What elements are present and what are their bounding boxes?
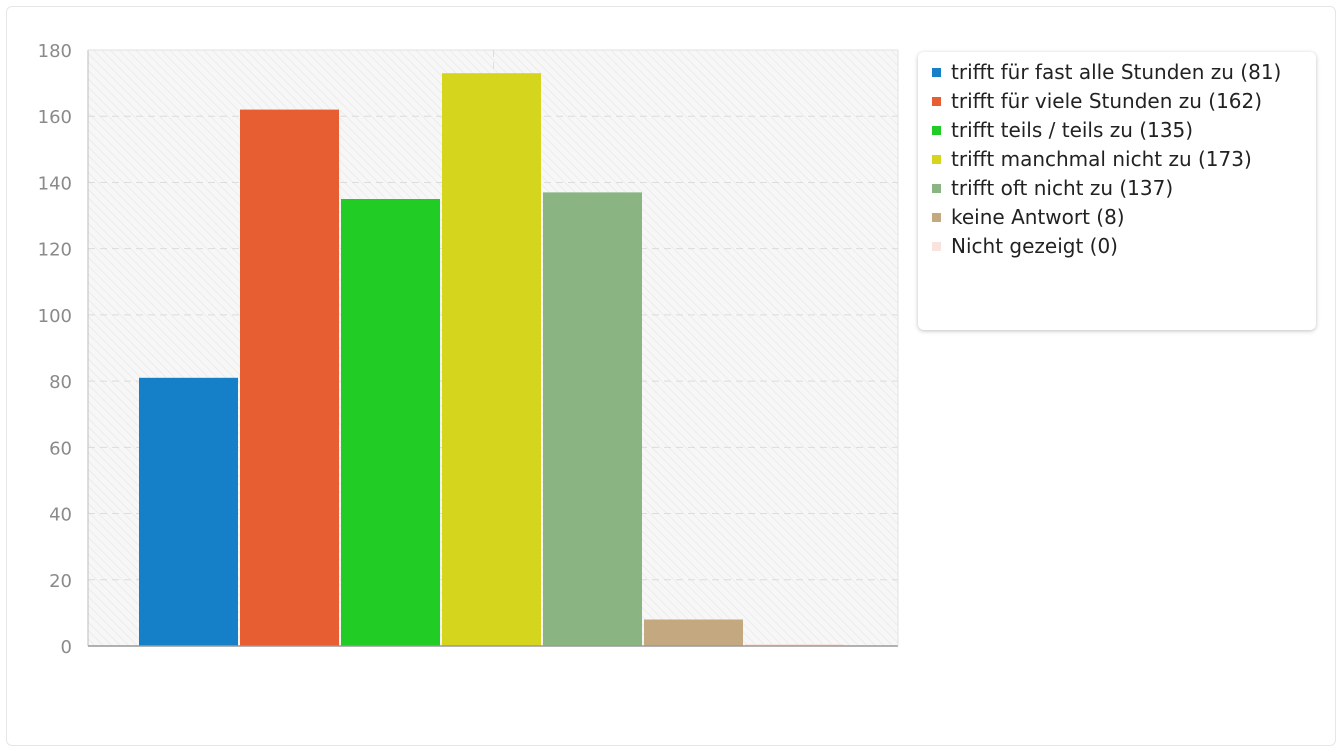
- bar[interactable]: [139, 377, 238, 646]
- legend-swatch-6: [932, 242, 941, 251]
- y-tick-label: 120: [38, 240, 72, 261]
- y-tick-label: 140: [38, 173, 72, 194]
- legend-label: trifft oft nicht zu (137): [951, 176, 1174, 200]
- legend: trifft für fast alle Stunden zu (81) tri…: [918, 52, 1316, 330]
- y-tick-label: 180: [38, 41, 72, 62]
- y-axis-tick-labels: 0 20 40 60 80 100 120 140 160 180: [38, 41, 72, 658]
- bar[interactable]: [240, 109, 339, 647]
- legend-item[interactable]: trifft für viele Stunden zu (162): [932, 87, 1316, 116]
- bar[interactable]: [745, 644, 844, 646]
- legend-label: trifft für viele Stunden zu (162): [951, 89, 1263, 113]
- legend-item[interactable]: keine Antwort (8): [932, 203, 1316, 232]
- y-tick-label: 60: [49, 438, 72, 459]
- y-tick-label: 20: [49, 571, 72, 592]
- bar[interactable]: [644, 619, 743, 646]
- legend-swatch-1: [932, 97, 941, 106]
- bar[interactable]: [543, 192, 642, 646]
- y-tick-label: 0: [61, 637, 72, 658]
- bars: [139, 73, 844, 647]
- legend-swatch-4: [932, 184, 941, 193]
- bar[interactable]: [442, 73, 541, 646]
- legend-item[interactable]: trifft teils / teils zu (135): [932, 116, 1316, 145]
- legend-item[interactable]: trifft manchmal nicht zu (173): [932, 145, 1316, 174]
- y-tick-label: 100: [38, 306, 72, 327]
- y-tick-label: 80: [49, 372, 72, 393]
- legend-swatch-2: [932, 126, 941, 135]
- legend-swatch-3: [932, 155, 941, 164]
- legend-item[interactable]: trifft oft nicht zu (137): [932, 174, 1316, 203]
- legend-swatch-0: [932, 68, 941, 77]
- legend-label: Nicht gezeigt (0): [951, 234, 1118, 258]
- legend-label: keine Antwort (8): [951, 205, 1125, 229]
- legend-item[interactable]: trifft für fast alle Stunden zu (81): [932, 58, 1316, 87]
- legend-item[interactable]: Nicht gezeigt (0): [932, 232, 1316, 261]
- legend-swatch-5: [932, 213, 941, 222]
- bar[interactable]: [341, 199, 440, 646]
- y-tick-label: 40: [49, 505, 72, 526]
- legend-label: trifft teils / teils zu (135): [951, 118, 1194, 142]
- legend-label: trifft für fast alle Stunden zu (81): [951, 60, 1282, 84]
- axes: [87, 49, 899, 647]
- legend-label: trifft manchmal nicht zu (173): [951, 147, 1252, 171]
- y-tick-label: 160: [38, 107, 72, 128]
